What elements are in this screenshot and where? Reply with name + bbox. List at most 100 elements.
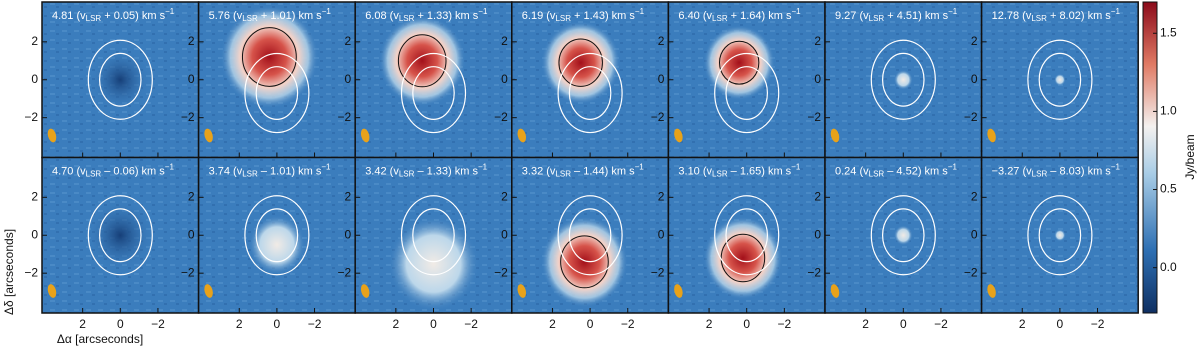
y-tick-label: 2: [501, 189, 508, 203]
y-tick-label: 0: [188, 72, 195, 86]
x-tick-label: −2: [778, 317, 792, 331]
continuum-contour: [870, 195, 936, 276]
label-pre: 3.42 (v: [365, 165, 399, 177]
y-tick-label: −2: [807, 110, 821, 124]
label-pre: 6.19 (v: [522, 10, 556, 22]
continuum-contour: [244, 52, 310, 134]
x-tick-label: 2: [706, 317, 713, 331]
x-tick-label: 2: [549, 317, 556, 331]
label-post: – 1.65) km s: [728, 165, 792, 177]
panel: 3.74 (vLSR – 1.01) km s−1 2 0 −2 2 0 −2: [181, 156, 356, 331]
beam: [204, 128, 213, 143]
y-tick-label: 2: [658, 189, 665, 203]
y-tick-label: −2: [964, 110, 978, 124]
x-tick-label: −2: [308, 317, 322, 331]
beam: [830, 128, 840, 143]
continuum-contour: [412, 66, 455, 120]
label-sup: −1: [165, 7, 175, 16]
y-tick-label: −2: [181, 265, 195, 279]
y-tick-label: −2: [24, 265, 38, 279]
panel: 12.78 (vLSR + 8.02) km s−1 2 0 −2: [964, 1, 1139, 159]
panel-label: 6.40 (vLSR + 1.64) km s−1: [678, 7, 801, 23]
beam: [830, 284, 840, 298]
continuum-contour: [400, 195, 467, 276]
continuum-contour: [412, 208, 455, 263]
y-tick-label: 0: [814, 72, 821, 86]
label-sup: −1: [165, 163, 175, 172]
y-tick-label: 2: [501, 34, 508, 48]
y-tick-label: 2: [188, 189, 195, 203]
label-sub: LSR: [86, 14, 102, 23]
y-tick-label: 0: [501, 72, 508, 86]
beam: [517, 284, 527, 298]
y-tick-label: 0: [188, 227, 195, 241]
label-sup: −1: [948, 7, 958, 16]
label-post: + 1.01) km s: [258, 10, 322, 22]
y-tick-label: 0: [345, 227, 352, 241]
label-sup: −1: [322, 7, 332, 16]
contour: [719, 40, 760, 85]
emission: [388, 216, 479, 312]
emission: [378, 15, 466, 107]
beam: [674, 284, 683, 298]
label-sup: −1: [321, 163, 331, 172]
label-post: – 1.33) km s: [414, 165, 478, 177]
x-tick-label: −2: [621, 317, 635, 331]
x-tick-label: 0: [900, 317, 907, 331]
beam: [204, 284, 213, 298]
label-pre: 3.74 (v: [209, 165, 243, 177]
y-tick-label: −2: [651, 110, 665, 124]
y-tick-label: −2: [181, 110, 195, 124]
y-tick-label: 2: [658, 34, 665, 48]
y-tick-label: 2: [345, 34, 352, 48]
contour: [560, 235, 609, 289]
x-tick-label: −2: [1091, 317, 1105, 331]
y-tick-label: 2: [814, 34, 821, 48]
panel-content: [42, 2, 199, 158]
label-sup: −1: [791, 163, 801, 172]
label-sub: LSR: [399, 170, 415, 179]
x-tick-label: 2: [862, 317, 869, 331]
beam: [987, 284, 996, 298]
panel: 6.08 (vLSR + 1.33) km s−1 2 0 −2: [338, 1, 513, 159]
y-tick-label: 0: [814, 227, 821, 241]
continuum-contour: [557, 52, 623, 134]
panel-label: 6.08 (vLSR + 1.33) km s−1: [365, 7, 488, 23]
x-axis-label: Δα [arcseconds]: [57, 332, 143, 346]
panel-content: [981, 2, 1139, 158]
panel-content: [668, 157, 825, 313]
beam: [517, 128, 527, 143]
beam: [47, 284, 57, 298]
y-tick-label: 2: [971, 189, 978, 203]
label-sub: LSR: [869, 170, 885, 179]
label-pre: 6.08 (v: [365, 10, 399, 22]
contour: [720, 233, 766, 283]
panel-label: 3.42 (vLSR – 1.33) km s−1: [365, 163, 487, 179]
x-tick-label: 0: [117, 317, 124, 331]
label-post: – 1.01) km s: [258, 165, 322, 177]
x-tick-label: 2: [79, 317, 86, 331]
panel-content: [198, 2, 356, 158]
emission: [90, 48, 151, 112]
beam: [360, 284, 370, 298]
label-sub: LSR: [712, 170, 728, 179]
label-sup: −1: [791, 7, 801, 16]
emission: [220, 5, 319, 109]
x-tick-label: −2: [464, 317, 478, 331]
continuum-contour: [244, 195, 310, 276]
label-post: + 0.05) km s: [101, 10, 165, 22]
continuum-contour: [725, 208, 769, 263]
panel: 6.40 (vLSR + 1.64) km s−1 2 0 −2: [651, 1, 826, 159]
label-pre: −3.27 (v: [992, 165, 1033, 177]
panel: 3.10 (vLSR – 1.65) km s−1 2 0 −2 2 0 −2: [651, 156, 826, 331]
y-tick-label: 2: [814, 189, 821, 203]
continuum-contour: [400, 52, 467, 134]
label-post: + 4.51) km s: [884, 10, 948, 22]
emission: [893, 69, 913, 90]
label-sub: LSR: [86, 170, 102, 179]
panel-label: 9.27 (vLSR + 4.51) km s−1: [835, 7, 958, 23]
y-tick-label: −2: [338, 110, 352, 124]
panel: 6.19 (vLSR + 1.43) km s−1 2 0 −2: [494, 1, 670, 159]
label-sub: LSR: [555, 170, 571, 179]
